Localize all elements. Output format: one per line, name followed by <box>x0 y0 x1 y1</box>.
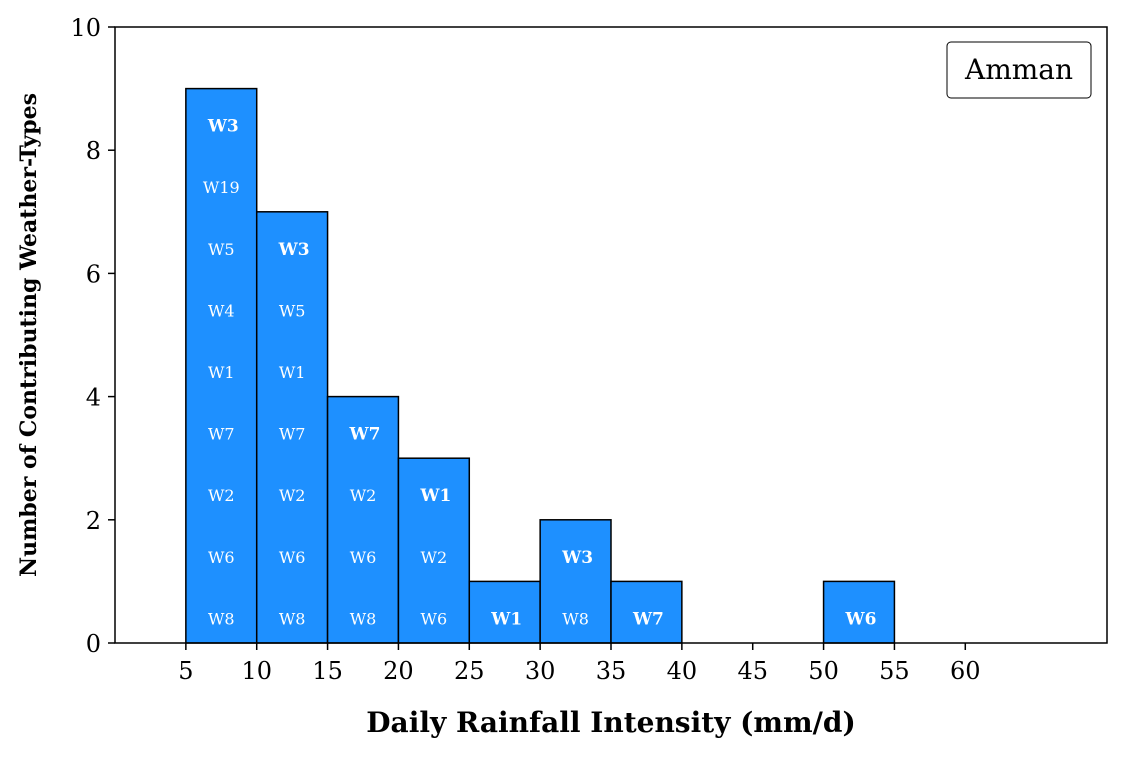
bar-label-w1: W1 <box>279 363 306 382</box>
x-tick-label: 40 <box>667 657 698 685</box>
x-axis-label: Daily Rainfall Intensity (mm/d) <box>366 706 855 739</box>
bar-label-w5: W5 <box>208 240 235 259</box>
y-axis: 0 2 4 6 8 10 <box>70 14 115 658</box>
bar-label-w3: W3 <box>561 548 593 568</box>
bar-label-w19: W19 <box>203 178 240 197</box>
y-tick-label: 8 <box>86 137 101 165</box>
bar-label-w3: W3 <box>207 117 239 137</box>
x-tick-label: 30 <box>525 657 556 685</box>
bar-label-w3: W3 <box>278 240 310 260</box>
legend: Amman <box>946 41 1092 99</box>
bar-label-w1: W1 <box>490 609 522 629</box>
x-tick-label: 45 <box>737 657 768 685</box>
bar-5-10 <box>185 87 258 644</box>
y-axis-label: Number of Contributing Weather-Types <box>16 93 42 577</box>
y-tick-label: 6 <box>86 260 101 288</box>
x-tick-label: 20 <box>383 657 414 685</box>
bar-30-35 <box>539 519 612 644</box>
x-tick-label: 35 <box>596 657 627 685</box>
bar-label-w7: W7 <box>279 425 306 444</box>
bar-label-w1: W1 <box>208 363 235 382</box>
x-tick-label: 5 <box>178 657 193 685</box>
bar-label-w8: W8 <box>208 609 235 628</box>
bar-label-w2: W2 <box>350 486 377 505</box>
x-tick-label: 60 <box>950 657 981 685</box>
bar-label-w7: W7 <box>208 425 235 444</box>
bar-label-w6: W6 <box>208 548 235 567</box>
bar-labels-group: W8 W6 W2 W7 W1 W4 W5 W19 W3 W8 W6 W2 W7 W1 W5 W3 W8 W6 W2 W… <box>203 117 877 630</box>
bar-label-w2: W2 <box>421 548 448 567</box>
x-tick-label: 15 <box>312 657 343 685</box>
bar-label-w5: W5 <box>279 301 306 320</box>
bar-50-55 <box>822 580 896 644</box>
bar-label-w7: W7 <box>632 609 664 629</box>
x-tick-label: 10 <box>241 657 272 685</box>
x-tick-label: 25 <box>454 657 485 685</box>
bar-label-w6: W6 <box>421 609 448 628</box>
bar-label-w2: W2 <box>279 486 306 505</box>
bar-label-w8: W8 <box>350 609 377 628</box>
bar-label-w6: W6 <box>279 548 306 567</box>
bar-label-w1: W1 <box>419 486 451 506</box>
x-axis: 5 10 15 20 25 30 35 40 45 50 55 60 <box>178 643 981 685</box>
y-tick-label: 2 <box>86 507 101 535</box>
bar-label-w6: W6 <box>845 609 877 629</box>
bar-label-w4: W4 <box>208 301 235 320</box>
x-tick-label: 55 <box>879 657 910 685</box>
bar-20-25 <box>397 457 471 644</box>
y-tick-label: 4 <box>86 384 101 412</box>
bars-group <box>185 87 896 644</box>
bar-15-20 <box>326 395 400 644</box>
bar-label-w6: W6 <box>350 548 377 567</box>
legend-label: Amman <box>964 53 1073 86</box>
bar-label-w8: W8 <box>279 609 306 628</box>
bar-10-15 <box>255 211 329 644</box>
bar-label-w8: W8 <box>562 609 589 628</box>
legend-box <box>946 41 1092 99</box>
y-tick-label: 10 <box>70 14 101 42</box>
y-tick-label: 0 <box>86 630 101 658</box>
bar-label-w2: W2 <box>208 486 235 505</box>
x-tick-label: 50 <box>808 657 839 685</box>
bar-label-w7: W7 <box>349 425 381 445</box>
